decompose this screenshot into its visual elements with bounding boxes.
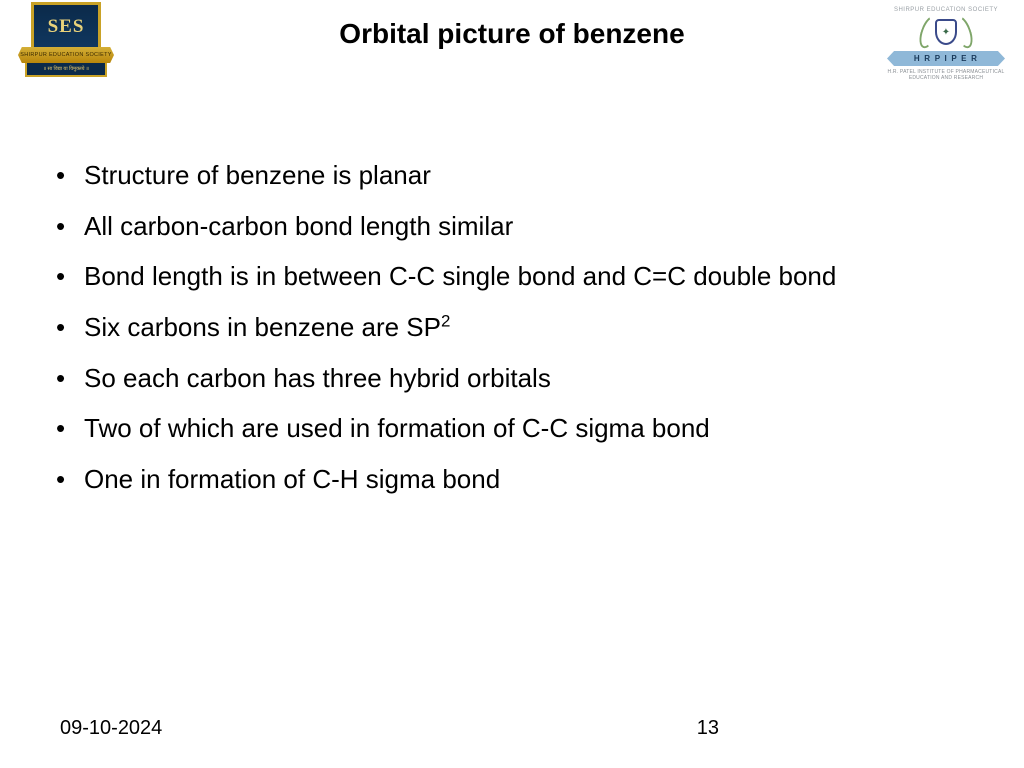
ses-motto: ॥ सा विद्या या विमुक्तये ॥ xyxy=(25,63,107,77)
bullet-item: So each carbon has three hybrid orbitals xyxy=(50,353,974,404)
footer-page-number: 13 xyxy=(697,717,719,740)
hr-crest-shape xyxy=(923,15,969,49)
bullet-text-pre: Six carbons in benzene are SP xyxy=(84,312,441,342)
bullet-list: Structure of benzene is planar All carbo… xyxy=(50,150,974,505)
hr-crest-icon: SHIRPUR EDUCATION SOCIETY H R P I P E R … xyxy=(886,6,1006,84)
slide-header: SES SHIRPUR EDUCATION SOCIETY ॥ सा विद्य… xyxy=(0,0,1024,110)
hr-sub-line2: EDUCATION AND RESEARCH xyxy=(909,75,983,81)
slide-body: Structure of benzene is planar All carbo… xyxy=(50,150,974,505)
hr-ribbon-text: H R P I P E R xyxy=(887,51,1005,66)
bullet-item: All carbon-carbon bond length similar xyxy=(50,201,974,252)
bullet-item: Bond length is in between C-C single bon… xyxy=(50,251,974,302)
bullet-item: Structure of benzene is planar xyxy=(50,150,974,201)
bullet-item: One in formation of C-H sigma bond xyxy=(50,454,974,505)
hr-sub-text: H.R. PATEL INSTITUTE OF PHARMACEUTICAL E… xyxy=(886,69,1006,81)
bullet-item: Two of which are used in formation of C-… xyxy=(50,403,974,454)
bullet-item: Six carbons in benzene are SP2 xyxy=(50,302,974,353)
slide-title: Orbital picture of benzene xyxy=(0,18,1024,50)
bullet-superscript: 2 xyxy=(441,311,450,330)
laurel-right-icon xyxy=(950,13,977,50)
hr-arc-text: SHIRPUR EDUCATION SOCIETY xyxy=(886,6,1006,13)
footer-date: 09-10-2024 xyxy=(60,717,162,740)
logo-right-hrpiper: SHIRPUR EDUCATION SOCIETY H R P I P E R … xyxy=(886,6,1006,86)
